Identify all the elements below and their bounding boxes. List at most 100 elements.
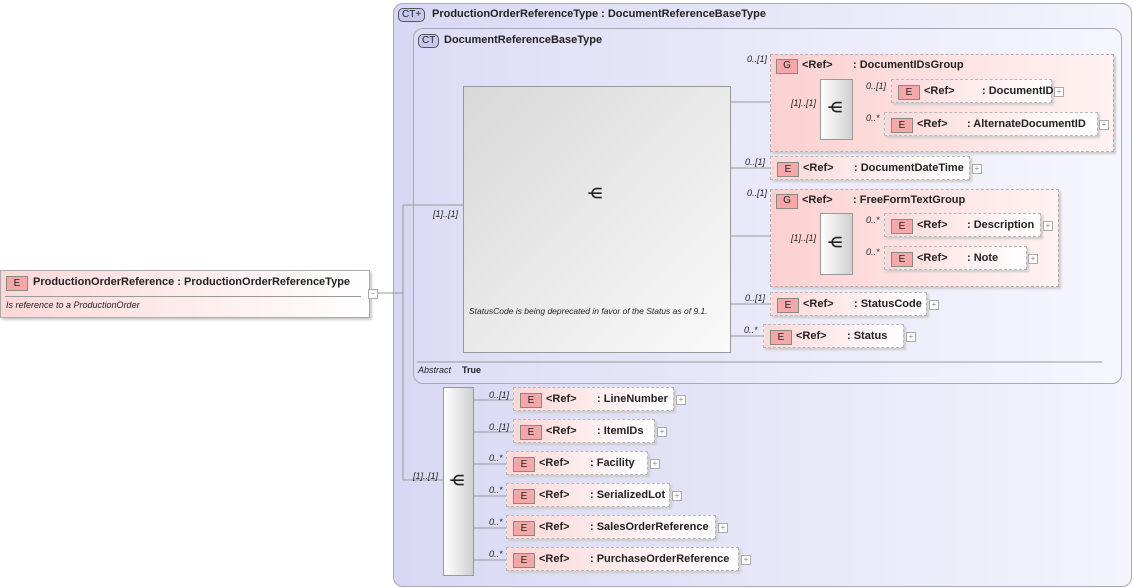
divider bbox=[5, 296, 361, 297]
ref-label: <Ref> bbox=[539, 521, 570, 533]
expand-toggle[interactable]: + bbox=[1043, 221, 1053, 231]
expand-toggle[interactable]: + bbox=[672, 491, 682, 501]
cardinality: 0..[1] bbox=[489, 422, 510, 432]
element-salesorderreference[interactable]: E <Ref>: SalesOrderReference bbox=[506, 515, 716, 539]
collapse-toggle[interactable]: − bbox=[368, 289, 378, 299]
sequence-compositor[interactable] bbox=[820, 79, 853, 140]
cardinality: 0..[1] bbox=[866, 81, 887, 91]
group-name: : DocumentIDsGroup bbox=[853, 59, 964, 71]
element-name: : Note bbox=[967, 252, 999, 264]
expand-toggle[interactable]: + bbox=[1028, 254, 1038, 264]
expand-toggle[interactable]: + bbox=[657, 427, 667, 437]
ref-label: <Ref> bbox=[546, 393, 577, 405]
element-facility[interactable]: E <Ref> : Facility bbox=[506, 451, 648, 475]
element-badge: E bbox=[6, 276, 28, 291]
ref-label: <Ref> bbox=[539, 489, 570, 501]
ref-label: <Ref> bbox=[802, 194, 833, 206]
complex-type-badge: CT+ bbox=[398, 8, 426, 22]
sequence-compositor[interactable] bbox=[443, 387, 474, 576]
ref-label: <Ref> bbox=[917, 118, 948, 130]
cardinality: 0..* bbox=[489, 549, 503, 559]
expand-toggle[interactable]: + bbox=[929, 300, 939, 310]
element-name: : PurchaseOrderReference bbox=[590, 553, 730, 565]
cardinality: 0..[1] bbox=[489, 390, 510, 400]
element-status[interactable]: E <Ref>: Status bbox=[763, 324, 904, 348]
ref-label: <Ref> bbox=[539, 457, 570, 469]
expand-toggle[interactable]: + bbox=[718, 523, 728, 533]
inner-type-title: DocumentReferenceBaseType bbox=[444, 34, 603, 46]
cardinality: 0..* bbox=[866, 247, 880, 257]
element-description[interactable]: E <Ref> : Description bbox=[884, 213, 1041, 237]
element-badge: E bbox=[891, 219, 913, 234]
cardinality: [1]..[1] bbox=[791, 98, 817, 108]
element-itemids[interactable]: E <Ref> : ItemIDs bbox=[513, 419, 655, 443]
cardinality: 0..* bbox=[866, 113, 880, 123]
sequence-icon: ⋲ bbox=[828, 99, 842, 115]
ref-label: <Ref> bbox=[917, 219, 948, 231]
sequence-icon: ⋲ bbox=[828, 234, 842, 250]
root-element[interactable] bbox=[0, 270, 370, 318]
expand-toggle[interactable]: + bbox=[972, 164, 982, 174]
expand-toggle[interactable]: + bbox=[1099, 120, 1109, 130]
expand-toggle[interactable]: + bbox=[1054, 87, 1064, 97]
element-badge: E bbox=[891, 118, 913, 133]
element-documentdatetime[interactable]: E <Ref> : DocumentDateTime bbox=[770, 156, 970, 180]
element-name: : Facility bbox=[590, 457, 635, 469]
cardinality: 0..[1] bbox=[745, 157, 766, 167]
abstract-value: True bbox=[462, 365, 482, 375]
element-badge: E bbox=[513, 489, 535, 504]
element-purchaseorderreference[interactable]: E <Ref> : PurchaseOrderReference bbox=[506, 547, 739, 571]
ref-label: <Ref> bbox=[546, 425, 577, 437]
element-linenumber[interactable]: E <Ref> : LineNumber bbox=[513, 387, 674, 411]
group-freeformtextgroup[interactable] bbox=[770, 189, 1059, 287]
element-name: : StatusCode bbox=[854, 298, 922, 310]
element-name: : Description bbox=[967, 219, 1035, 231]
element-badge: E bbox=[513, 457, 535, 472]
cardinality: [1]..[1] bbox=[413, 471, 439, 481]
element-alternatedocumentid[interactable]: E <Ref> : AlternateDocumentID bbox=[884, 112, 1098, 136]
cardinality: 0..[1] bbox=[747, 188, 768, 198]
element-name: : AlternateDocumentID bbox=[967, 118, 1086, 130]
element-name: : LineNumber bbox=[597, 393, 668, 405]
element-badge: E bbox=[520, 425, 542, 440]
element-badge: E bbox=[513, 521, 535, 536]
element-statuscode[interactable]: E <Ref>: StatusCode bbox=[770, 292, 927, 316]
sequence-icon: ⋲ bbox=[450, 472, 464, 488]
sequence-compositor[interactable] bbox=[463, 86, 731, 353]
root-title: ProductionOrderReference : ProductionOrd… bbox=[33, 276, 351, 288]
group-badge: G bbox=[776, 59, 798, 74]
element-note[interactable]: E <Ref>: Note bbox=[884, 246, 1027, 270]
element-name: : SerializedLot bbox=[590, 489, 666, 501]
expand-toggle[interactable]: + bbox=[676, 395, 686, 405]
abstract-label: Abstract bbox=[418, 365, 452, 375]
complex-type-badge: CT bbox=[418, 34, 440, 48]
element-badge: E bbox=[777, 298, 799, 313]
element-badge: E bbox=[513, 553, 535, 568]
element-name: : ItemIDs bbox=[597, 425, 644, 437]
group-badge: G bbox=[776, 194, 798, 209]
cardinality: 0..* bbox=[744, 325, 758, 335]
element-serializedlot[interactable]: E <Ref> : SerializedLot bbox=[506, 483, 670, 507]
sequence-compositor[interactable] bbox=[820, 213, 853, 275]
element-badge: E bbox=[777, 162, 799, 177]
element-badge: E bbox=[520, 393, 542, 408]
ref-label: <Ref> bbox=[796, 330, 827, 342]
cardinality: 0..[1] bbox=[747, 54, 768, 64]
element-documentid[interactable]: E <Ref> : DocumentID bbox=[891, 79, 1054, 103]
root-documentation: Is reference to a ProductionOrder bbox=[6, 300, 140, 310]
ref-label: <Ref> bbox=[803, 162, 834, 174]
element-badge: E bbox=[770, 330, 792, 345]
element-name: : DocumentDateTime bbox=[854, 162, 964, 174]
ref-label: <Ref> bbox=[924, 85, 955, 97]
ref-label: <Ref> bbox=[539, 553, 570, 565]
element-name: : DocumentID bbox=[982, 85, 1054, 97]
expand-toggle[interactable]: + bbox=[906, 332, 916, 342]
expand-toggle[interactable]: + bbox=[650, 459, 660, 469]
element-badge: E bbox=[898, 85, 920, 100]
cardinality: 0..[1] bbox=[745, 293, 766, 303]
sequence-icon: ⋲ bbox=[588, 185, 602, 201]
cardinality: [1]..[1] bbox=[791, 233, 817, 243]
cardinality: 0..* bbox=[489, 517, 503, 527]
group-name: : FreeFormTextGroup bbox=[853, 194, 966, 206]
expand-toggle[interactable]: + bbox=[741, 555, 751, 565]
